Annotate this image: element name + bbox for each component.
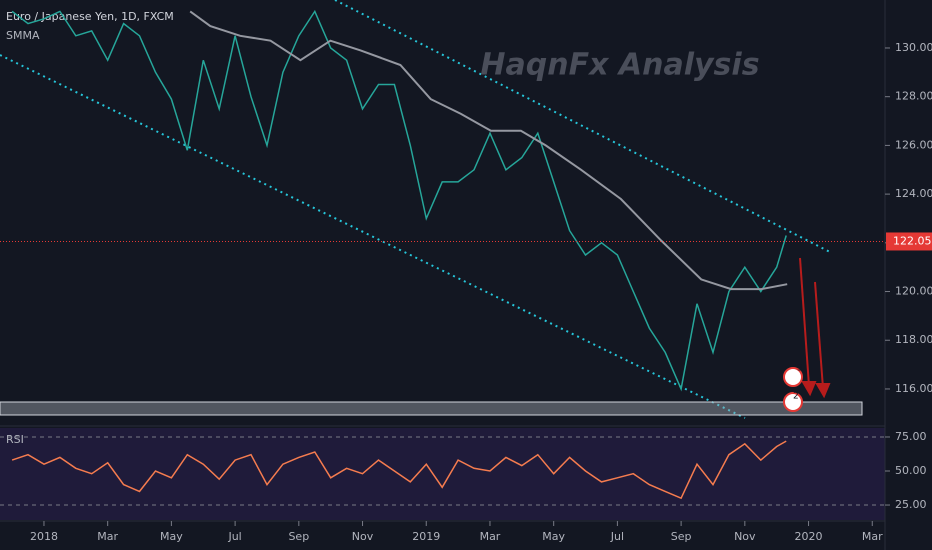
y-tick-label: 50.00 bbox=[895, 464, 927, 477]
x-tick-label: Mar bbox=[480, 530, 501, 543]
channel-lower bbox=[0, 54, 746, 419]
smma-line bbox=[189, 10, 788, 291]
x-tick-label: Nov bbox=[352, 530, 374, 543]
rsi-panel bbox=[0, 428, 885, 520]
x-tick-label: 2018 bbox=[30, 530, 58, 543]
x-tick-label: Mar bbox=[862, 530, 883, 543]
y-tick-label: 116.000 bbox=[895, 382, 932, 395]
watermark: HaqnFx Analysis bbox=[480, 48, 759, 83]
x-tick-label: Jul bbox=[227, 530, 241, 543]
annotation-badge bbox=[783, 392, 803, 412]
current-price-box bbox=[886, 232, 932, 251]
x-tick-label: Mar bbox=[97, 530, 118, 543]
y-tick-label: 130.000 bbox=[895, 41, 932, 54]
y-tick-label: 120.000 bbox=[895, 285, 932, 298]
x-tick-label: 2019 bbox=[412, 530, 440, 543]
rsi-line bbox=[11, 440, 787, 500]
x-tick-label: 2020 bbox=[795, 530, 823, 543]
x-tick-label: May bbox=[542, 530, 565, 543]
x-tick-label: Nov bbox=[734, 530, 756, 543]
y-tick-label: 75.00 bbox=[895, 430, 927, 443]
x-tick-label: Jul bbox=[610, 530, 624, 543]
forecast-arrows bbox=[799, 257, 831, 399]
chart-title: Euro / Japanese Yen, 1D, FXCM bbox=[6, 10, 174, 23]
channel-upper bbox=[334, 0, 831, 253]
price-line bbox=[11, 9, 787, 392]
x-tick-label: Sep bbox=[288, 530, 309, 543]
support-zone bbox=[0, 401, 863, 416]
legend-entry: SMMA bbox=[6, 29, 40, 42]
y-tick-label: 118.000 bbox=[895, 333, 932, 346]
x-tick-label: May bbox=[160, 530, 183, 543]
y-tick-label: 25.00 bbox=[895, 498, 927, 511]
panel-title: RSI bbox=[6, 433, 24, 446]
current-price-label: 122.055 bbox=[893, 234, 932, 247]
x-tick-label: Sep bbox=[671, 530, 692, 543]
annotation-number: 2 bbox=[793, 392, 799, 402]
annotation-badge bbox=[783, 367, 803, 387]
annotation-number: 3 bbox=[797, 364, 803, 374]
y-tick-label: 126.000 bbox=[895, 138, 932, 151]
y-tick-label: 124.000 bbox=[895, 187, 932, 200]
y-tick-label: 128.000 bbox=[895, 90, 932, 103]
